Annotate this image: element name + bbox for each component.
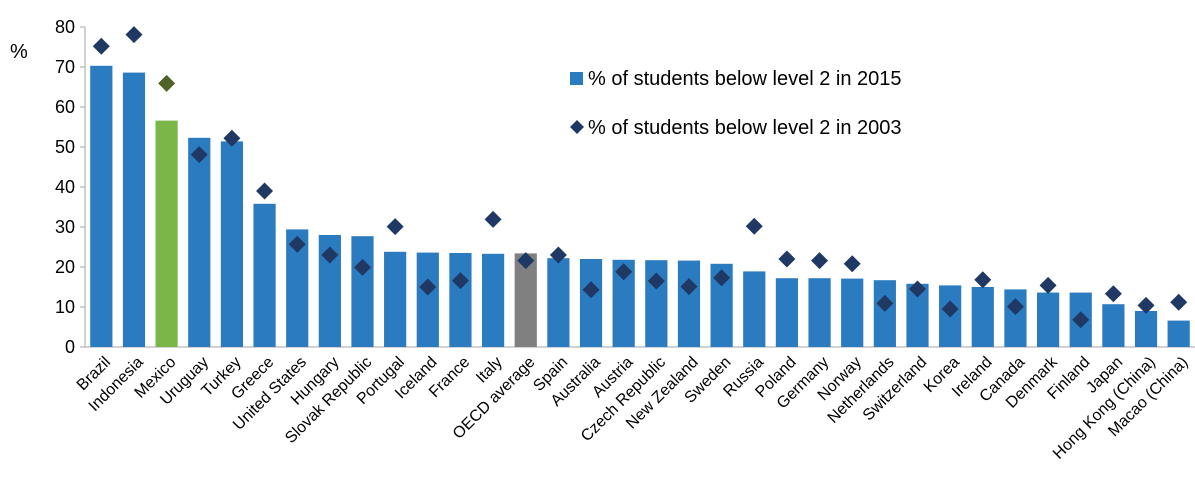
point-brazil (92, 37, 110, 55)
bar-indonesia (122, 72, 146, 347)
points-2003 (92, 26, 1188, 329)
y-tick-label: 60 (55, 97, 75, 117)
point-czech-republic (647, 272, 665, 290)
point-finland (1072, 311, 1090, 329)
legend-label-2003: % of students below level 2 in 2003 (588, 117, 902, 139)
bar-japan (1102, 304, 1125, 347)
x-tick-labels: BrazilIndonesiaMexicoUruguayTurkeyGreece… (74, 353, 1192, 463)
bar-turkey (220, 141, 244, 347)
point-germany (811, 252, 829, 270)
point-poland (778, 250, 796, 268)
bar-australia (579, 259, 603, 347)
bar-greece (253, 203, 276, 347)
point-switzerland (909, 280, 926, 298)
point-iceland (419, 278, 437, 296)
y-tick-label: 40 (55, 177, 75, 197)
bar-macao-china (1167, 320, 1190, 347)
bar-mexico (155, 120, 178, 347)
bar-poland (775, 278, 799, 347)
point-turkey (223, 129, 241, 147)
point-netherlands (876, 294, 894, 312)
bar-russia (743, 271, 766, 347)
bar-hong-kong-china (1134, 311, 1158, 347)
point-uruguay (190, 146, 208, 164)
y-tick-label: 50 (55, 137, 75, 157)
point-united-states (288, 235, 306, 253)
y-tick-label: 20 (55, 257, 75, 277)
point-italy (484, 210, 502, 228)
bar-uruguay (188, 137, 211, 347)
bar-canada (1004, 289, 1027, 347)
bar-brazil (90, 65, 113, 348)
point-norway (843, 255, 861, 273)
point-france (451, 272, 469, 290)
point-hungary (321, 246, 339, 264)
point-macao-china (1170, 293, 1188, 311)
point-indonesia (125, 26, 143, 44)
point-austria (615, 263, 633, 281)
y-tick-label: 70 (55, 57, 75, 77)
point-portugal (386, 218, 404, 236)
point-greece (256, 182, 274, 200)
point-korea (941, 300, 959, 318)
legend-label-2015: % of students below level 2 in 2015 (588, 68, 902, 90)
bar-italy (481, 253, 505, 347)
bar-austria (612, 259, 635, 347)
point-denmark (1039, 276, 1057, 294)
y-tick-label: 10 (55, 297, 75, 317)
point-canada (1006, 298, 1024, 316)
point-japan (1104, 285, 1122, 303)
legend: % of students below level 2 in 2015 % of … (570, 68, 902, 139)
bars-2015 (90, 65, 1190, 348)
bar-portugal (384, 251, 407, 347)
bar-denmark (1036, 292, 1060, 347)
bar-hungary (318, 235, 341, 347)
bar-france (449, 253, 472, 347)
point-new-zealand (680, 278, 698, 296)
legend-marker-2003 (570, 120, 584, 134)
y-axis-label: % (10, 41, 28, 63)
point-sweden (713, 269, 731, 287)
bar-netherlands (873, 280, 896, 347)
point-australia (582, 281, 600, 299)
bar-sweden (710, 263, 733, 347)
y-tick-label: 0 (65, 337, 75, 357)
point-hong-kong-china (1137, 296, 1155, 314)
bar-norway (841, 278, 864, 347)
point-russia (745, 217, 763, 235)
bar-switzerland (906, 283, 929, 347)
bar-ireland (971, 287, 994, 347)
bar-germany (808, 278, 831, 347)
point-ireland (974, 271, 992, 289)
point-spain (549, 246, 567, 264)
bar-spain (547, 258, 570, 347)
point-oecd-average (517, 252, 535, 270)
bar-iceland (416, 252, 439, 347)
y-tick-label: 30 (55, 217, 75, 237)
point-mexico (158, 74, 176, 92)
point-slovak-republic (354, 258, 371, 276)
bar-oecd-average (514, 253, 537, 347)
bar-slovak-republic (351, 236, 374, 347)
bar-new-zealand (677, 260, 701, 347)
bar-united-states (286, 229, 309, 347)
y-tick-label: 80 (55, 17, 75, 37)
legend-swatch-2015 (570, 72, 583, 85)
